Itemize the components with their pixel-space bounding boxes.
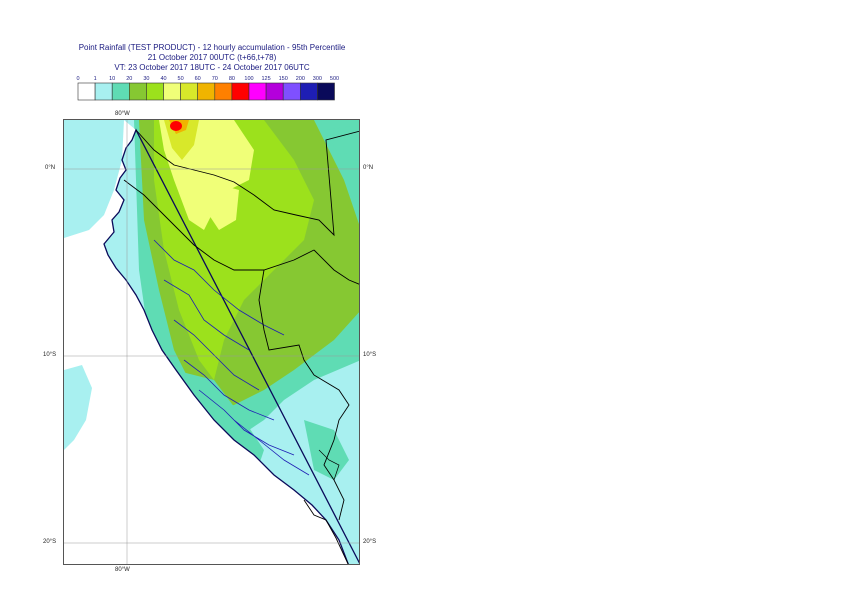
- legend-swatch: [77, 82, 96, 101]
- legend-threshold-label: 100: [244, 76, 253, 82]
- legend-threshold-label: 20: [126, 76, 132, 82]
- lat-label-20s-right: 20°S: [363, 539, 377, 545]
- legend-swatch: [317, 82, 335, 101]
- legend-swatch: [111, 82, 130, 101]
- legend-threshold-label: 60: [195, 76, 201, 82]
- legend-threshold-label: 1: [94, 76, 97, 82]
- lat-label-10s-right: 10°S: [363, 352, 377, 358]
- legend-swatch: [197, 82, 216, 101]
- border-peru-brazil-bolivia: [258, 269, 350, 521]
- border-peru-chile: [303, 499, 349, 564]
- borders: [103, 128, 359, 564]
- legend-threshold-label: 70: [212, 76, 218, 82]
- legend-threshold-label: 40: [160, 76, 166, 82]
- legend-threshold-label: 500: [330, 76, 339, 82]
- legend-threshold-label: 30: [143, 76, 149, 82]
- legend-swatch: [146, 82, 164, 101]
- legend-threshold-label: 80: [229, 76, 235, 82]
- lon-label-top: 80°W: [115, 111, 130, 117]
- coastline: [103, 128, 359, 564]
- legend-swatch: [231, 82, 250, 101]
- legend-swatch: [94, 82, 113, 101]
- legend-threshold-label: 10: [109, 76, 115, 82]
- gridlines: [64, 120, 359, 564]
- legend-swatch: [180, 82, 199, 101]
- lat-label-0-right: 0°N: [363, 165, 374, 171]
- legend-swatch: [214, 82, 233, 101]
- lat-label-20s-left: 20°S: [43, 539, 57, 545]
- legend-threshold-label: 300: [313, 76, 322, 82]
- legend-swatch: [248, 82, 267, 101]
- region-borders: [153, 239, 310, 476]
- legend-swatch: [265, 82, 284, 101]
- lat-label-10s-left: 10°S: [43, 352, 57, 358]
- rainfall-map: [64, 120, 359, 564]
- base-time: 21 October 2017 00UTC (t+66,t+78): [147, 53, 277, 62]
- legend-swatch: [163, 82, 181, 101]
- map-title: Point Rainfall (TEST PRODUCT) - 12 hourl…: [78, 43, 346, 52]
- legend-swatch: [299, 82, 318, 101]
- legend-swatch: [129, 82, 147, 101]
- border-ecuador-peru: [123, 179, 359, 285]
- map-panel: [63, 119, 360, 565]
- legend-swatch: [282, 82, 301, 101]
- legend-threshold-label: 50: [178, 76, 184, 82]
- lake-titicaca: [318, 449, 340, 481]
- lon-label-bottom: 80°W: [115, 567, 130, 573]
- legend-threshold-label: 125: [262, 76, 271, 82]
- validity-time: VT: 23 October 2017 18UTC - 24 October 2…: [114, 63, 310, 72]
- border-colombia-ecuador: [135, 129, 359, 237]
- lat-label-0-left: 0°N: [45, 165, 56, 171]
- legend-threshold-label: 0: [76, 76, 79, 82]
- legend-threshold-label: 200: [296, 76, 305, 82]
- legend-threshold-label: 150: [279, 76, 288, 82]
